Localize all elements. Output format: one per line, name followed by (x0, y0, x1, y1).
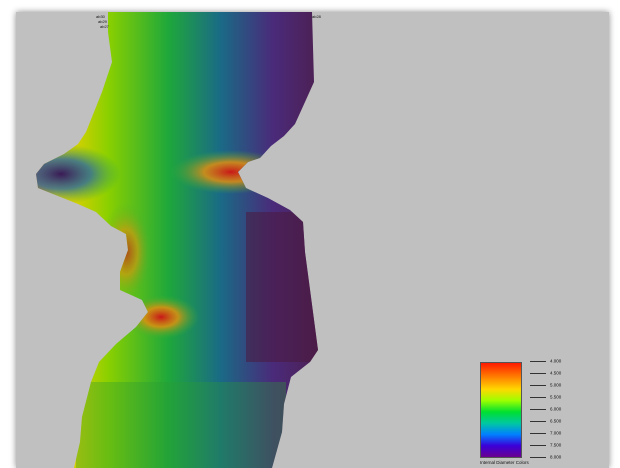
legend-tick (530, 409, 546, 410)
color-legend: 4.000 4.500 5.000 5.500 6.000 6.500 7.00… (478, 358, 588, 468)
legend-tick (530, 457, 546, 458)
legend-tick-label: 5.000 (550, 382, 562, 388)
legend-tick (530, 445, 546, 446)
legend-tick-label: 6.500 (550, 418, 562, 424)
annotation-label: ab28 (312, 14, 321, 19)
legend-title: Internal Diameter Colors (480, 460, 529, 465)
legend-tick-label: 4.500 (550, 370, 562, 376)
3d-viewport[interactable] (16, 12, 609, 468)
legend-tick-label: 5.500 (550, 394, 562, 400)
legend-tick (530, 385, 546, 386)
viewer-window: ab30 ab29 ab27 ab28 4.000 4.500 5.000 5.… (16, 12, 609, 468)
annotation-label: ab29 (98, 19, 107, 24)
legend-tick-label: 4.000 (550, 358, 562, 364)
legend-tick (530, 361, 546, 362)
legend-tick-label: 7.500 (550, 442, 562, 448)
legend-tick (530, 373, 546, 374)
color-scale-bar (480, 362, 522, 458)
legend-tick (530, 421, 546, 422)
annotation-label: ab27 (100, 24, 109, 29)
legend-tick (530, 433, 546, 434)
legend-tick (530, 397, 546, 398)
annotation-label: ab30 (96, 14, 105, 19)
legend-tick-label: 8.000 (550, 454, 562, 460)
pipe-surface (36, 12, 318, 468)
legend-tick-label: 6.000 (550, 406, 562, 412)
legend-tick-label: 7.000 (550, 430, 562, 436)
